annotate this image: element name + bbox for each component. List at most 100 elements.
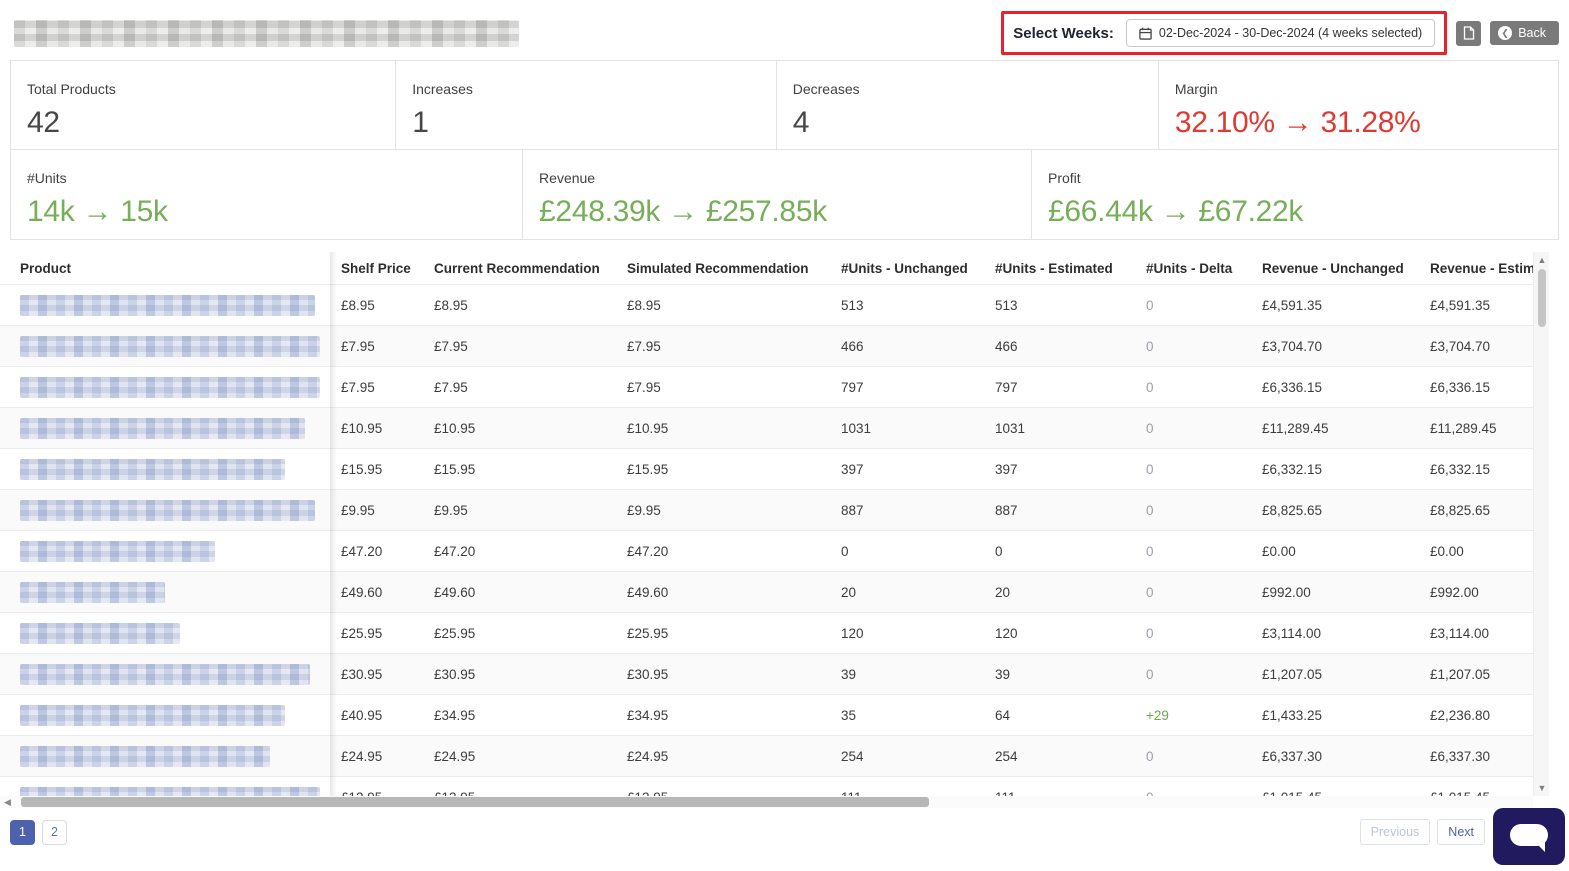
cell-revenue-estimated: £6,332.15: [1430, 461, 1491, 477]
cell-product: [0, 622, 330, 644]
scroll-left-icon[interactable]: ◀: [4, 796, 11, 807]
cell-revenue-unchanged: £11,289.45: [1262, 420, 1329, 436]
table-row[interactable]: £25.95 £25.95 £25.95 120 120 0 £3,114.00 £3,114…: [0, 612, 1533, 653]
card-value: 4: [792, 106, 810, 139]
cell-current-recommendation: £7.95: [434, 379, 468, 395]
cell-shelf-price: £9.95: [341, 502, 375, 518]
card-value: £248.39k → £257.85k: [539, 195, 827, 228]
table-row[interactable]: £12.95£12.95£12.951111110£1,015.45£1,015…: [0, 776, 1533, 796]
cell-product: [0, 581, 330, 603]
week-range-picker[interactable]: 02-Dec-2024 - 30-Dec-2024 (4 weeks selec…: [1125, 19, 1436, 47]
cell-units-delta: 0: [1146, 748, 1154, 764]
scroll-down-icon[interactable]: ▼: [1537, 783, 1547, 793]
column-header: #Units - Delta: [1146, 260, 1233, 276]
table-row[interactable]: £9.95 £9.95 £9.95 887 887 0 £8,825.65 £8,825.65: [0, 489, 1533, 530]
cell-product: [0, 745, 330, 767]
cell-units-delta: 0: [1146, 625, 1154, 641]
table-row[interactable]: £49.60 £49.60 £49.60 20 20 0 £992.00 £992.00: [0, 571, 1533, 612]
chat-launcher-button[interactable]: [1493, 808, 1565, 865]
card-value: 1: [412, 106, 429, 139]
horizontal-scrollbar[interactable]: ◀: [0, 796, 1533, 808]
product-name-redacted: [20, 458, 285, 480]
cell-units-estimated: 887: [995, 502, 1018, 518]
card-label: Profit: [1048, 170, 1081, 186]
cell-revenue-estimated: £6,337.30: [1430, 748, 1491, 764]
cell-revenue-unchanged: £8,825.65: [1262, 502, 1323, 518]
cell-revenue-estimated: £3,114.00: [1430, 625, 1490, 641]
scroll-up-icon[interactable]: ▲: [1537, 255, 1547, 265]
vertical-scrollbar-thumb[interactable]: [1538, 269, 1546, 327]
cell-product: [0, 786, 330, 796]
cell-units-delta: 0: [1146, 461, 1154, 477]
card-label: Decreases: [792, 81, 860, 97]
page-button-1[interactable]: 1: [10, 819, 35, 845]
cell-revenue-estimated: £1,207.05: [1430, 666, 1491, 682]
cell-shelf-price: £12.95: [330, 790, 423, 797]
summary-card: Total Products 42: [11, 61, 397, 149]
column-header: Product: [20, 260, 72, 276]
table-row[interactable]: £10.95 £10.95 £10.95 1031 1031 0 £11,289.45 £11…: [0, 407, 1533, 448]
cell-units-unchanged: 887: [841, 502, 864, 518]
cell-shelf-price: £25.95: [341, 625, 383, 641]
product-name-redacted: [20, 540, 215, 562]
page-title-redacted: [14, 19, 519, 47]
week-range-value: 02-Dec-2024 - 30-Dec-2024 (4 weeks selec…: [1158, 26, 1423, 40]
chat-bubble-icon: [1510, 824, 1548, 846]
cell-revenue-estimated: £6,336.15: [1430, 379, 1491, 395]
cell-shelf-price: £8.95: [341, 297, 375, 313]
cell-revenue-unchanged: £6,332.15: [1262, 461, 1323, 477]
table-row[interactable]: £24.95 £24.95 £24.95 254 254 0 £6,337.30 £6,337…: [0, 735, 1533, 776]
card-value: 42: [27, 106, 60, 139]
cell-simulated-recommendation: £7.95: [627, 379, 661, 395]
topbar-controls: Select Weeks: 02-Dec-2024 - 30-Dec-2024 …: [1001, 11, 1559, 55]
summary-card: #Units 14k → 15k: [11, 150, 524, 239]
cell-current-recommendation: £9.95: [434, 502, 468, 518]
cell-revenue-estimated: £8,825.65: [1430, 502, 1491, 518]
product-name-redacted: [20, 417, 305, 439]
back-button[interactable]: ❮ Back: [1490, 21, 1559, 45]
table-header-row: Product Shelf Price Current Recommendation…: [0, 252, 1533, 284]
cell-units-unchanged: 797: [841, 379, 864, 395]
previous-page-button[interactable]: Previous: [1359, 819, 1431, 845]
products-table: Product Shelf Price Current Recommendation…: [0, 252, 1533, 796]
cell-simulated-recommendation: £30.95: [627, 666, 669, 682]
table-row[interactable]: £15.95 £15.95 £15.95 397 397 0 £6,332.15 £6,332…: [0, 448, 1533, 489]
cell-simulated-recommendation: £34.95: [627, 707, 669, 723]
vertical-scrollbar[interactable]: ▲ ▼: [1533, 252, 1549, 796]
product-name-redacted: [20, 745, 270, 767]
cell-units-estimated: 254: [995, 748, 1018, 764]
cell-product: [0, 458, 330, 480]
cell-simulated-recommendation: £8.95: [627, 297, 661, 313]
cards-row-1: Total Products 42 Increases 1 Decreases 4 Marg…: [11, 61, 1558, 150]
table-row[interactable]: £8.95 £8.95 £8.95 513 513 0 £4,591.35 £4,591.35: [0, 284, 1533, 325]
cell-simulated-recommendation: £24.95: [627, 748, 669, 764]
horizontal-scrollbar-thumb[interactable]: [21, 797, 929, 807]
table-row[interactable]: £40.95 £34.95 £34.95 35 64 +29 £1,433.25 £2,236…: [0, 694, 1533, 735]
next-page-button[interactable]: Next: [1437, 819, 1485, 845]
cell-units-delta: 0: [1146, 502, 1154, 518]
cell-units-estimated: 1031: [995, 420, 1026, 436]
table-row[interactable]: £47.20 £47.20 £47.20 0 0 0 £0.00 £0.00: [0, 530, 1533, 571]
table-row[interactable]: £7.95 £7.95 £7.95 466 466 0 £3,704.70 £3,704.70: [0, 325, 1533, 366]
cell-units-delta: 0: [1146, 297, 1154, 313]
card-value: £66.44k → £67.22k: [1048, 195, 1304, 228]
document-icon: [1463, 26, 1475, 40]
page-button-2[interactable]: 2: [42, 819, 67, 845]
cell-simulated-recommendation: £49.60: [627, 584, 669, 600]
report-button[interactable]: [1456, 20, 1482, 46]
cell-revenue-unchanged: £992.00: [1262, 584, 1311, 600]
cell-simulated-recommendation: £25.95: [627, 625, 669, 641]
back-chevron-icon: ❮: [1498, 26, 1513, 40]
back-button-label: Back: [1518, 26, 1546, 40]
table-row[interactable]: £7.95 £7.95 £7.95 797 797 0 £6,336.15 £6,336.15: [0, 366, 1533, 407]
cell-revenue-estimated: £4,591.35: [1430, 297, 1491, 313]
cell-revenue-estimated: £11,289.45: [1430, 420, 1497, 436]
cell-units-unchanged: 111: [830, 790, 984, 797]
table-row[interactable]: £30.95 £30.95 £30.95 39 39 0 £1,207.05 £1,207.0…: [0, 653, 1533, 694]
cell-simulated-recommendation: £9.95: [627, 502, 661, 518]
summary-card: Increases 1: [396, 61, 777, 149]
cell-revenue-estimated: £2,236.80: [1430, 707, 1491, 723]
cell-units-estimated: 797: [995, 379, 1018, 395]
cell-units-estimated: 0: [995, 543, 1003, 559]
